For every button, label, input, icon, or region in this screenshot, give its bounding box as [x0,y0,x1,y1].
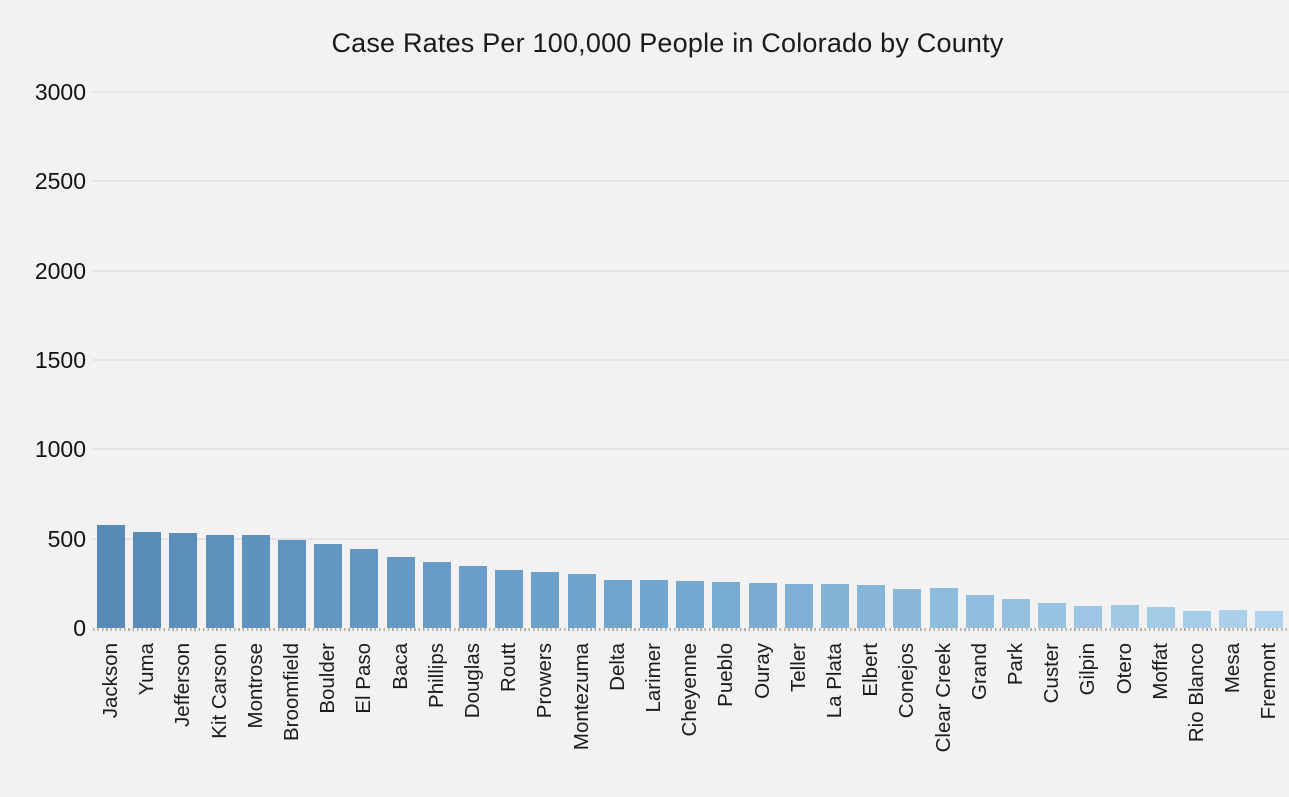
x-tick-label-custer: Custer [1040,643,1064,704]
x-tick-label-baca: Baca [388,643,412,690]
bar-la-plata [821,584,849,628]
x-tick-label-park: Park [1004,643,1027,686]
x-tick-label-boulder: Boulder [316,643,340,714]
x-tick-label-montrose: Montrose [243,643,267,729]
x-tick-label-larimer: Larimer [642,643,665,713]
bar-moffat [1146,607,1175,628]
x-tick-label-el-paso: El Paso [352,643,376,714]
gridline-3000 [93,91,1289,94]
bar-park [1002,598,1030,628]
bar-montrose [241,535,270,628]
bar-elbert [857,585,886,628]
y-tick-label-1500: 1500 [34,347,86,373]
x-tick-label-moffat: Moffat [1148,643,1172,700]
bar-clear-creek [929,588,958,628]
bar-douglas [459,565,487,628]
y-tick-label-1000: 1000 [34,436,86,463]
x-tick-label-prowers: Prowers [533,643,557,719]
bar-grand [965,595,994,628]
bar-kit-carson [205,535,234,628]
bar-ouray [748,583,777,628]
bar-teller [784,584,813,628]
bar-jefferson [169,532,198,628]
bar-yuma [133,531,162,628]
bar-baca [386,556,415,628]
x-tick-label-teller: Teller [786,643,810,692]
x-tick-label-jefferson: Jefferson [171,643,195,727]
x-tick-label-pueblo: Pueblo [714,643,738,707]
x-tick-label-montezuma: Montezuma [569,643,593,751]
bar-boulder [314,543,343,628]
y-tick-label-0: 0 [73,615,86,641]
x-tick-label-ouray: Ouray [750,643,774,699]
bar-phillips [422,561,451,628]
x-tick-label-elbert: Elbert [859,643,883,697]
gridline-500 [93,537,1289,540]
bar-custer [1038,602,1067,628]
x-tick-label-routt: Routt [497,643,521,692]
bar-routt [495,569,524,628]
x-tick-label-grand: Grand [967,643,991,700]
gridline-2500 [93,180,1289,183]
x-tick-label-douglas: Douglas [461,643,484,719]
bar-pueblo [712,581,741,628]
chart-title: Case Rates Per 100,000 People in Colorad… [331,28,1004,58]
gridline-1000 [93,448,1289,451]
x-tick-label-conejos: Conejos [895,643,919,719]
x-tick-label-la-plata: La Plata [823,643,846,719]
bar-gilpin [1074,605,1103,628]
bar-jackson [97,525,125,628]
x-tick-label-gilpin: Gilpin [1076,643,1100,696]
y-tick-label-2500: 2500 [34,168,86,195]
bar-fremont [1255,611,1284,628]
x-axis-dotted-baseline [93,628,1289,631]
bar-broomfield [278,539,306,628]
x-tick-label-fremont: Fremont [1257,643,1281,720]
x-tick-label-kit-carson: Kit Carson [207,643,231,739]
bar-cheyenne [676,581,705,628]
bar-mesa [1219,610,1248,628]
x-tick-label-broomfield: Broomfield [280,643,303,741]
x-tick-label-cheyenne: Cheyenne [678,643,702,737]
x-tick-label-clear-creek: Clear Creek [931,643,955,753]
x-tick-label-phillips: Phillips [424,643,448,708]
y-tick-label-2000: 2000 [34,257,86,284]
bar-otero [1110,605,1139,628]
bar-prowers [531,572,560,628]
bar-montezuma [567,574,596,628]
y-tick-label-500: 500 [47,525,86,552]
x-tick-label-rio-blanco: Rio Blanco [1185,643,1208,743]
x-tick-label-jackson: Jackson [99,643,122,719]
bar-delta [603,579,632,628]
y-tick-label-3000: 3000 [34,79,86,106]
x-tick-label-delta: Delta [605,643,629,691]
gridline-2000 [93,269,1289,272]
x-tick-label-mesa: Mesa [1221,643,1245,694]
x-tick-label-yuma: Yuma [135,643,159,696]
bar-el-paso [350,549,379,628]
gridline-1500 [93,359,1289,361]
bar-rio-blanco [1183,610,1211,628]
bar-conejos [893,588,922,628]
bar-larimer [640,580,668,628]
x-tick-label-otero: Otero [1112,643,1136,695]
